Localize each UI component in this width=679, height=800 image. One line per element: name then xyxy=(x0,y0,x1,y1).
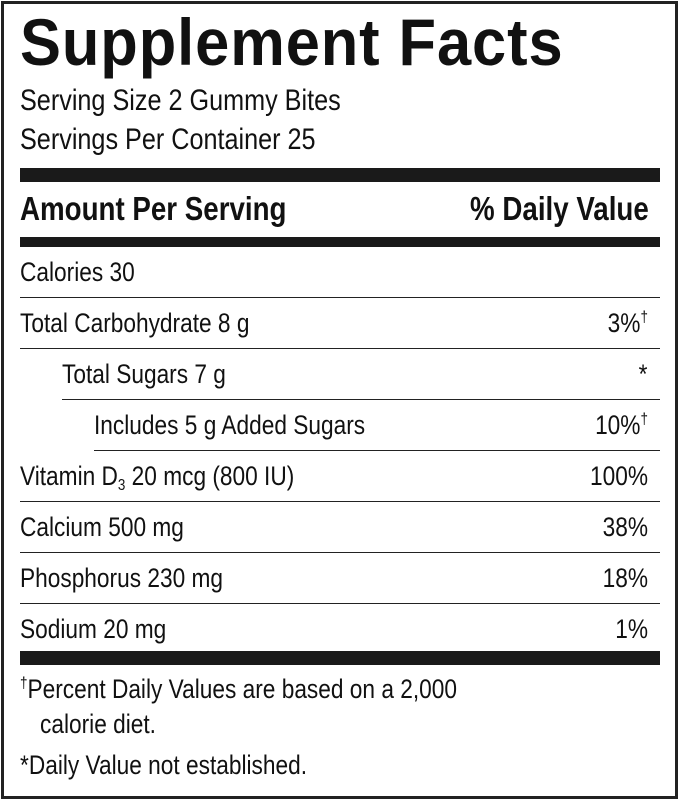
label-title: Supplement Facts xyxy=(20,5,564,79)
medium-divider xyxy=(20,237,660,247)
thick-divider-bottom xyxy=(20,651,660,665)
footnote-not-established: *Daily Value not established. xyxy=(20,750,308,780)
nutrient-row-vitamin-d: Vitamin D3 20 mcg (800 IU) 100% xyxy=(20,451,660,502)
amount-per-serving-header: Amount Per Serving xyxy=(20,190,287,227)
nutrient-row-calcium: Calcium 500 mg 38% xyxy=(20,502,660,553)
nutrient-row-phosphorus: Phosphorus 230 mg 18% xyxy=(20,553,660,604)
thick-divider xyxy=(20,168,660,182)
nutrient-row-sodium: Sodium 20 mg 1% xyxy=(20,614,648,644)
nutrient-row-added-sugars: Includes 5 g Added Sugars 10%† xyxy=(94,400,660,451)
serving-size: Serving Size 2 Gummy Bites xyxy=(20,84,341,117)
nutrient-row-carbohydrate: Total Carbohydrate 8 g 3%† xyxy=(20,298,660,349)
footnote-daily-values-cont: calorie diet. xyxy=(40,709,156,739)
daily-value-header: % Daily Value xyxy=(470,190,649,227)
servings-per-container: Servings Per Container 25 xyxy=(20,123,316,156)
nutrient-row-total-sugars: Total Sugars 7 g * xyxy=(62,349,660,400)
nutrient-row-calories: Calories 30 xyxy=(20,247,660,298)
footnote-daily-values: †Percent Daily Values are based on a 2,0… xyxy=(20,674,457,704)
